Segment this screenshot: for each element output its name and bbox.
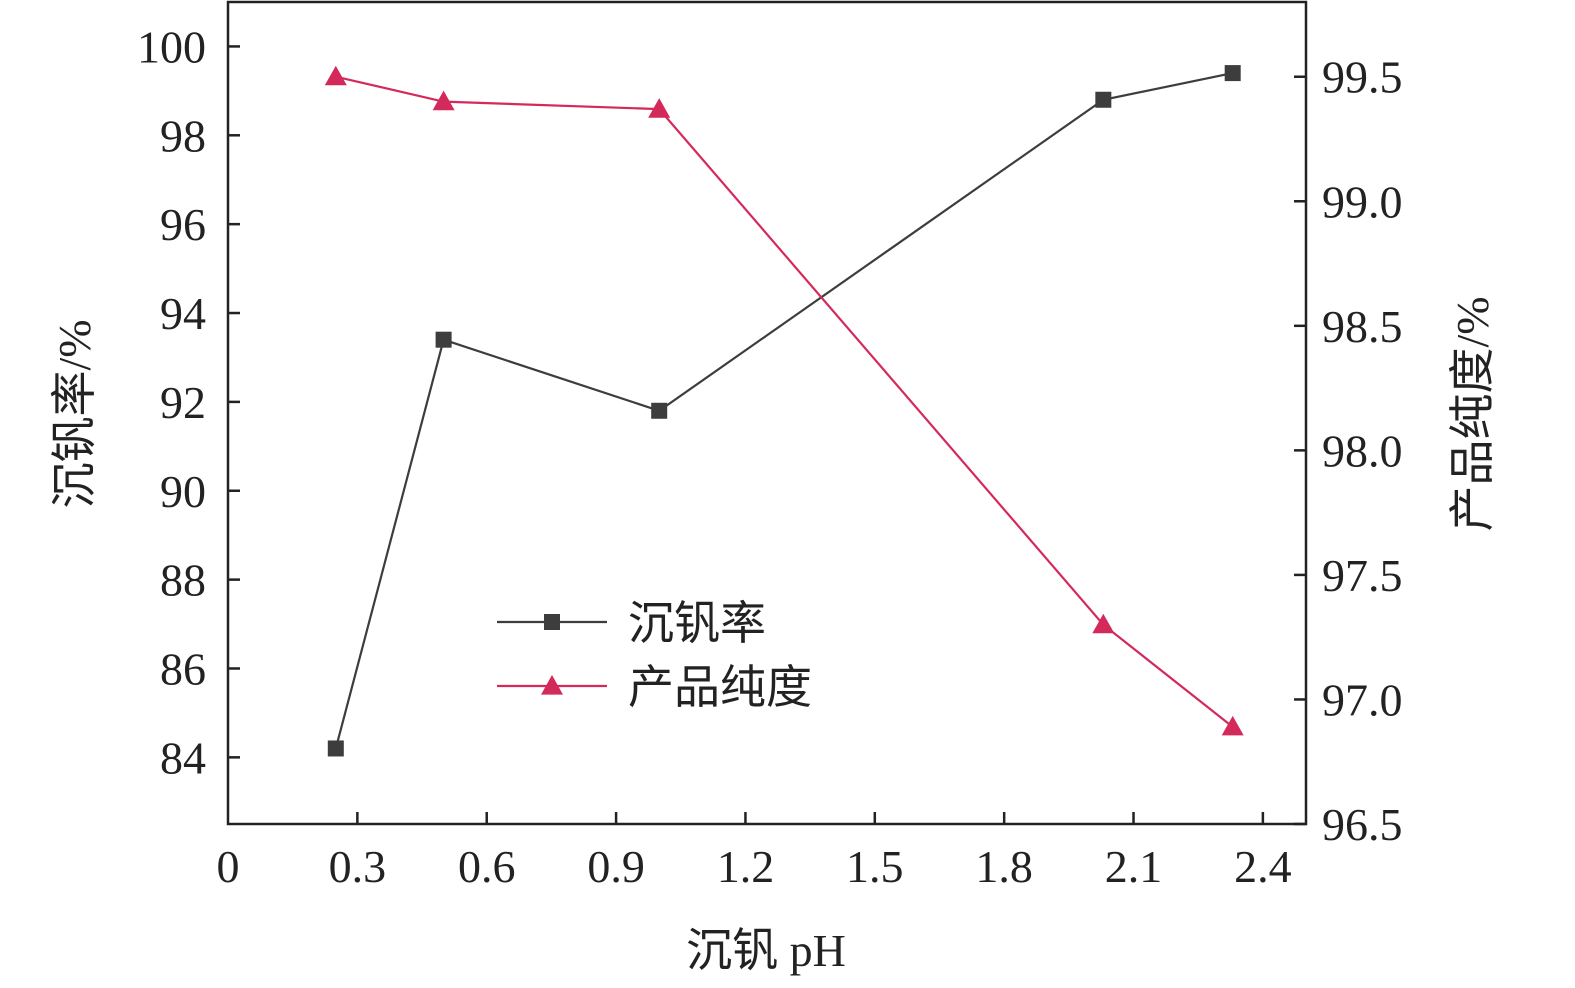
x-tick-label: 1.5 (846, 841, 904, 892)
x-tick-label: 2.4 (1234, 841, 1292, 892)
legend-label: 产品纯度 (628, 662, 812, 713)
series-line (334, 72, 1233, 749)
y-right-tick-label: 98.0 (1322, 425, 1403, 476)
data-point (432, 90, 455, 111)
series-1 (327, 65, 1241, 757)
data-point (324, 65, 347, 86)
y-right-tick-label: 98.5 (1322, 301, 1403, 352)
x-tick-label: 1.2 (717, 841, 775, 892)
y-right-tick-label: 96.5 (1322, 799, 1403, 850)
data-point (327, 740, 344, 757)
y-left-tick-label: 98 (160, 110, 206, 161)
legend-marker (544, 614, 560, 630)
x-tick-label: 0 (217, 841, 240, 892)
legend-marker (541, 675, 563, 695)
y-left-tick-label: 100 (137, 21, 206, 72)
y-right-tick-label: 99.5 (1322, 52, 1403, 103)
x-axis-title: 沉钒 pH (686, 925, 846, 976)
data-point (651, 402, 668, 419)
x-tick-label: 1.8 (975, 841, 1033, 892)
data-point (1095, 91, 1112, 108)
y-left-tick-label: 88 (160, 555, 206, 606)
data-point (1092, 613, 1115, 634)
ticks: 0 0.3 0.6 0.9 1.2 1.5 1.8 2.1 2.4 84 86 88 90 92 94 96 9… (137, 21, 1403, 892)
y-left-tick-label: 96 (160, 199, 206, 250)
axes (226, 0, 1308, 826)
y-right-tick-label: 97.5 (1322, 550, 1403, 601)
legend-label: 沉钒率 (628, 598, 766, 649)
series-layer (324, 65, 1244, 757)
y-left-tick-label: 84 (160, 732, 206, 783)
x-tick-label: 2.1 (1105, 841, 1163, 892)
x-tick-label: 0.3 (329, 841, 387, 892)
data-point (1221, 715, 1244, 736)
y-left-tick-label: 90 (160, 466, 206, 517)
plot-frame (226, 0, 1308, 826)
y-left-tick-label: 92 (160, 377, 206, 428)
x-tick-label: 0.9 (587, 841, 645, 892)
y-axis-title-left: 沉钒率/% (49, 319, 100, 508)
x-tick-label: 0.6 (458, 841, 516, 892)
data-point (435, 331, 452, 348)
data-point (1224, 65, 1241, 82)
y-left-tick-label: 86 (160, 643, 206, 694)
y-right-tick-label: 99.0 (1322, 176, 1403, 227)
data-point (648, 98, 671, 118)
y-axis-title-right: 产品纯度/% (1447, 296, 1498, 531)
y-right-tick-label: 97.0 (1322, 674, 1403, 725)
series-2 (324, 65, 1244, 736)
y-left-tick-label: 94 (160, 288, 206, 339)
